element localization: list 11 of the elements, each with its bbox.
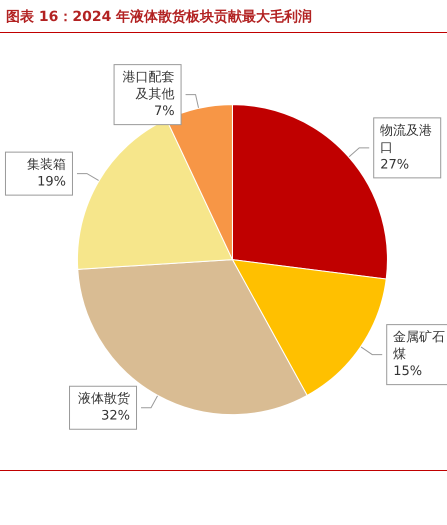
slice-label: 液体散货: [78, 392, 130, 407]
data-label: 15%: [393, 364, 422, 380]
slice-label: 集装箱: [26, 158, 66, 173]
data-label: 27%: [380, 157, 410, 172]
data-label: 32%: [101, 408, 130, 424]
chart-title: 图表 16：2024 年液体散货板块贡献最大毛利润: [6, 8, 312, 26]
data-label: 7%: [154, 104, 175, 120]
slice-label: 港口配套及其他: [122, 70, 175, 102]
slice-label: 金属矿石煤: [393, 330, 446, 362]
data-label: 19%: [37, 174, 66, 190]
slice-label: 物流及港口: [380, 122, 432, 156]
